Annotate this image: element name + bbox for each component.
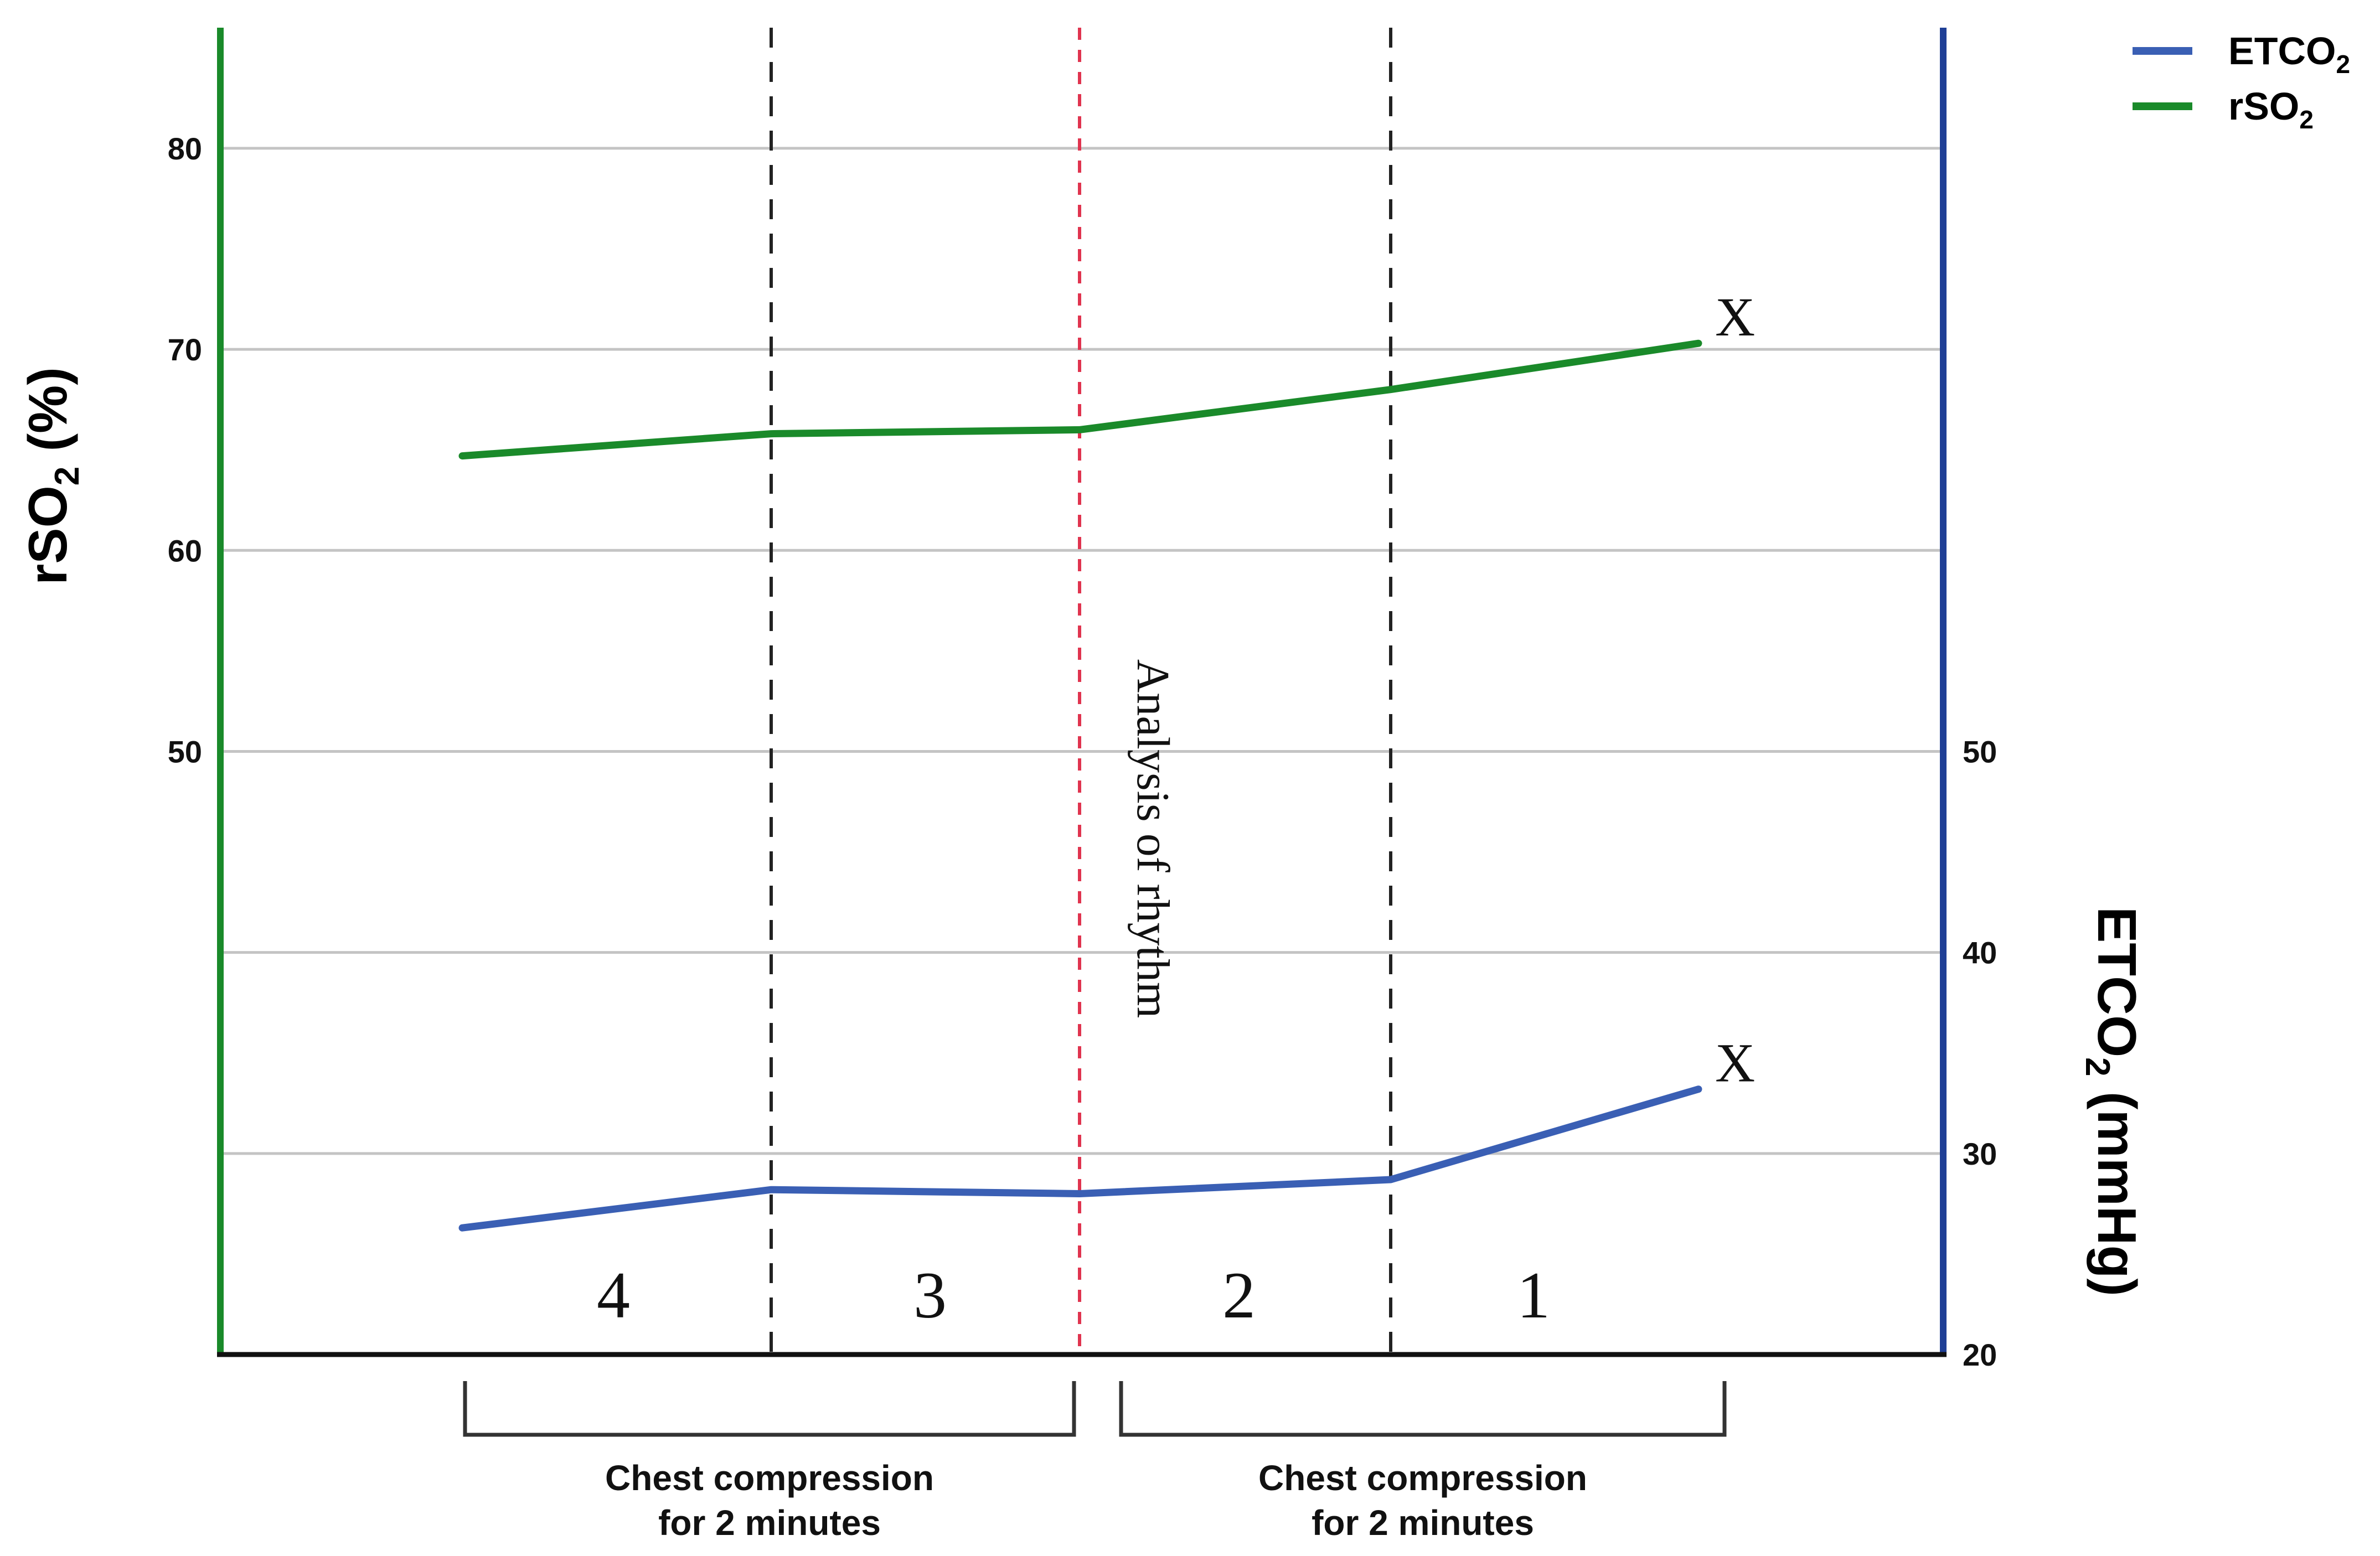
legend: ETCO2 rSO2 <box>2133 29 2350 134</box>
data-point <box>462 455 463 457</box>
left-tick-label: 60 <box>168 533 202 568</box>
phase-number: 1 <box>1517 1258 1550 1332</box>
annotations: X X 4 3 2 1 Analysis of rhythm Chest compressio… <box>463 286 1755 1543</box>
phase-number: 3 <box>913 1258 947 1332</box>
compression-label-line2: for 2 minutes <box>658 1503 881 1543</box>
data-point <box>771 1189 772 1191</box>
phase-number: 4 <box>597 1258 630 1332</box>
end-marker: X <box>1715 1032 1755 1094</box>
left-tick-label: 50 <box>168 734 202 769</box>
compression-label-line1: Chest compression <box>605 1458 934 1498</box>
data-point <box>462 1227 463 1229</box>
right-tick-label: 30 <box>1963 1136 1997 1171</box>
compression-bracket <box>1119 1381 1727 1437</box>
series-lines <box>458 339 1702 1232</box>
data-point <box>1079 429 1080 431</box>
data-point <box>1698 1088 1699 1090</box>
legend-label: rSO2 <box>2228 85 2314 134</box>
right-tick-label: 40 <box>1963 935 1997 970</box>
end-marker: X <box>1715 286 1755 348</box>
compression-bracket <box>463 1381 1076 1437</box>
data-point <box>1698 343 1699 344</box>
data-point <box>1390 1179 1391 1181</box>
data-point <box>1079 1193 1080 1195</box>
tick-labels: 80 70 60 50 50 40 30 20 rSO2 (%) ETCO2 (mmHg) <box>17 131 2147 1372</box>
right-axis-title: ETCO2 (mmHg) <box>2078 907 2147 1296</box>
axes <box>217 28 1947 1357</box>
data-point <box>771 433 772 435</box>
phase-number: 2 <box>1222 1258 1256 1332</box>
gridlines <box>220 147 1943 1155</box>
compression-label-line1: Chest compression <box>1258 1458 1587 1498</box>
compression-label-line2: for 2 minutes <box>1312 1503 1534 1543</box>
left-axis-title: rSO2 (%) <box>17 367 86 585</box>
left-tick-label: 80 <box>168 131 202 166</box>
legend-label: ETCO2 <box>2228 29 2350 79</box>
right-tick-label: 50 <box>1963 734 1997 769</box>
left-tick-label: 70 <box>168 332 202 367</box>
phase-dividers <box>770 28 1392 1355</box>
right-tick-label: 20 <box>1963 1337 1997 1372</box>
data-point <box>1390 389 1391 390</box>
rhythm-label: Analysis of rhythm <box>1127 659 1179 1019</box>
